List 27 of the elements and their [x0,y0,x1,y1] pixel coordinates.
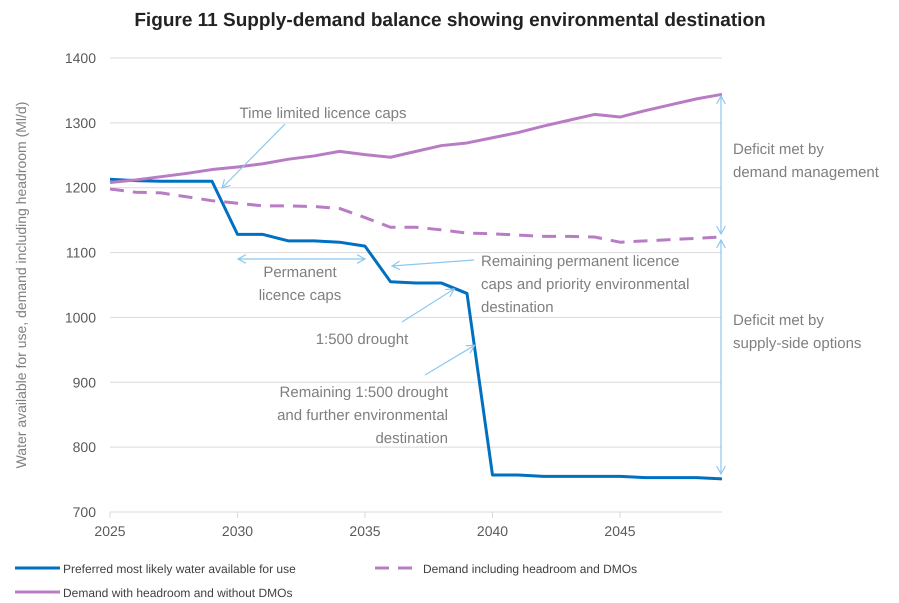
text: Deficit met by demand management [733,141,880,181]
legend-label: Demand including headroom and DMOs [423,562,638,576]
annotation: Remaining permanent licence caps and priority environmental destination [481,253,690,316]
x-tick-label: 2025 [94,523,126,539]
annotation: Time limited licence caps [240,105,406,122]
x-tick-label: 2040 [476,523,508,539]
y-tick-label: 700 [72,504,96,520]
y-tick-label: 1300 [64,114,96,131]
chart-title: Figure 11 Supply-demand balance showing environmental destination [134,10,766,31]
x-tick-label: 2045 [604,523,636,539]
text: Deficit met by supply-side options [733,312,862,352]
y-tick-label: 1000 [64,309,96,326]
y-axis-title: Water available for use, demand including headroom (Ml/d) [13,102,29,468]
annotation: Remaining 1:500 drought and further environmental destination [277,384,449,447]
line-series [108,178,724,480]
annotation: Permanent licence caps [258,264,342,304]
y-tick-label: 1200 [64,180,96,196]
legend-label: Preferred most likely water available for use [63,562,296,576]
y-tick-label: 800 [72,439,96,456]
legend-label: Demand with headroom and without DMOs [63,586,292,600]
annotation: 1:500 drought [316,331,410,348]
x-tick-label: 2030 [222,523,254,539]
y-tick-label: 1100 [66,244,96,261]
y-tick-label: 900 [72,374,96,390]
line-series [108,92,724,184]
x-tick-label: 2035 [349,523,381,539]
y-tick-label: 1400 [64,50,96,66]
